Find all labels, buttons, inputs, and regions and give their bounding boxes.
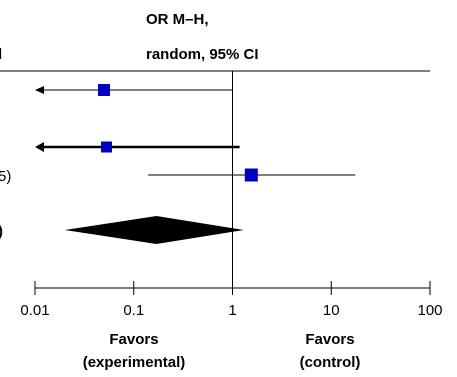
x-tick-label: 10 xyxy=(323,302,340,319)
favors-left-line2: (experimental) xyxy=(83,354,186,371)
summary-diamond xyxy=(64,216,244,244)
x-tick-label: 0.01 xyxy=(20,302,49,319)
study-marker xyxy=(244,168,258,182)
x-tick-label: 1 xyxy=(228,302,236,319)
x-tick-label: 0.1 xyxy=(123,302,144,319)
row-label-cut: 5) xyxy=(0,168,11,185)
header-line1: OR M–H, xyxy=(146,11,209,28)
x-axis-ticks: 0.01 0.1 1 10 100 xyxy=(20,281,443,319)
favors-right-line2: (control) xyxy=(300,354,361,371)
favors-right-line1: Favors xyxy=(305,331,354,348)
header-line2: random, 95% CI xyxy=(146,46,259,63)
favors-left-line1: Favors xyxy=(109,331,158,348)
study-rows xyxy=(35,84,356,182)
ci-arrow-left xyxy=(35,86,44,94)
x-tick-label: 100 xyxy=(417,302,442,319)
study-marker xyxy=(98,84,111,96)
study-marker xyxy=(101,141,113,153)
ci-arrow-left xyxy=(35,142,44,152)
summary-label-cut: ) xyxy=(0,223,3,240)
header-left-cut: l xyxy=(0,46,2,63)
